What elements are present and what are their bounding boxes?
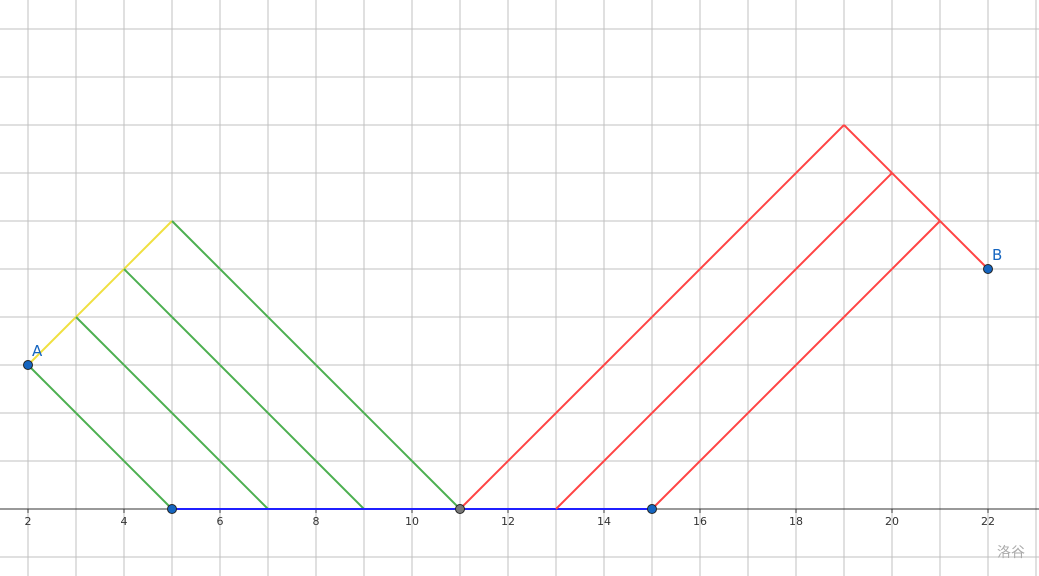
segment: [843, 124, 989, 270]
point-label: A: [32, 342, 43, 360]
point-label: B: [992, 246, 1002, 264]
point: [167, 504, 177, 514]
point: [647, 504, 657, 514]
segment: [27, 220, 173, 366]
segment: [171, 220, 461, 510]
segment: [555, 172, 893, 510]
x-tick-label: 4: [121, 515, 128, 528]
x-tick-label: 12: [501, 515, 515, 528]
segment: [27, 364, 173, 510]
watermark: 洛谷: [997, 545, 1025, 561]
segment: [459, 124, 845, 510]
segment: [651, 220, 941, 510]
point-A: [23, 360, 33, 370]
x-tick-label: 10: [405, 515, 419, 528]
x-tick-label: 22: [981, 515, 995, 528]
x-tick-label: 14: [597, 515, 611, 528]
x-tick-label: 16: [693, 515, 707, 528]
x-tick-label: 20: [885, 515, 899, 528]
x-tick-label: 6: [217, 515, 224, 528]
x-tick-label: 8: [313, 515, 320, 528]
x-tick-label: 18: [789, 515, 803, 528]
point-B: [983, 264, 993, 274]
segment: [123, 268, 365, 510]
point: [455, 504, 465, 514]
segment: [75, 316, 269, 510]
x-tick-label: 2: [25, 515, 32, 528]
